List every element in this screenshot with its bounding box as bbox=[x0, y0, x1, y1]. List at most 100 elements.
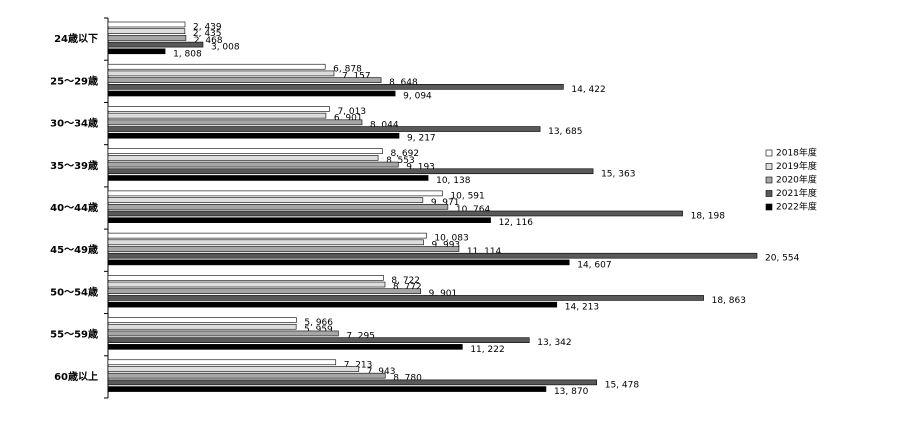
legend-swatch bbox=[765, 163, 773, 170]
value-label: 8, 648 bbox=[389, 78, 418, 88]
category-label: 30～34歳 bbox=[50, 117, 98, 130]
bar bbox=[107, 112, 327, 119]
value-label: 20, 554 bbox=[765, 254, 800, 264]
category-label: 50～54歳 bbox=[50, 285, 98, 298]
bar bbox=[107, 77, 382, 83]
value-label: 10, 591 bbox=[450, 191, 484, 201]
value-label: 1, 808 bbox=[173, 49, 202, 59]
category-label: 55～59歳 bbox=[50, 328, 98, 341]
bar bbox=[107, 301, 558, 308]
value-label: 8, 553 bbox=[386, 156, 415, 166]
bar bbox=[107, 323, 297, 330]
value-label: 8, 044 bbox=[370, 120, 399, 130]
category-label: 60歳以上 bbox=[54, 370, 98, 383]
bar bbox=[107, 281, 386, 288]
bar bbox=[107, 126, 541, 132]
value-label: 2, 439 bbox=[193, 23, 222, 33]
legend-swatch bbox=[765, 190, 773, 197]
bar bbox=[107, 366, 360, 372]
value-label: 8, 722 bbox=[391, 276, 420, 286]
value-label: 9, 971 bbox=[431, 198, 460, 208]
bar bbox=[107, 197, 424, 203]
value-label: 7, 013 bbox=[337, 107, 366, 117]
value-label: 8, 692 bbox=[390, 149, 419, 159]
value-label: 14, 607 bbox=[577, 260, 611, 270]
bar bbox=[107, 119, 363, 126]
bar bbox=[107, 359, 337, 366]
bar bbox=[107, 379, 598, 386]
bar bbox=[107, 232, 427, 239]
bar bbox=[107, 259, 570, 266]
value-label: 13, 685 bbox=[548, 127, 582, 137]
category-label: 24歳以下 bbox=[54, 32, 98, 45]
bar bbox=[107, 90, 396, 97]
value-label: 6, 901 bbox=[334, 114, 363, 124]
bar bbox=[107, 168, 594, 175]
category-label: 25～29歳 bbox=[50, 74, 98, 87]
bar bbox=[107, 48, 166, 55]
value-label: 8, 772 bbox=[393, 283, 422, 293]
value-label: 13, 342 bbox=[537, 338, 571, 348]
bar bbox=[107, 84, 564, 90]
bar bbox=[107, 190, 443, 197]
value-label: 3, 008 bbox=[211, 43, 240, 53]
bar bbox=[107, 155, 379, 161]
legend-swatch bbox=[765, 149, 773, 157]
value-label: 15, 478 bbox=[605, 380, 640, 390]
bar bbox=[107, 275, 384, 281]
legend-swatch bbox=[765, 203, 773, 211]
value-label: 8, 780 bbox=[393, 374, 422, 384]
value-label: 11, 222 bbox=[470, 345, 504, 355]
bar bbox=[107, 148, 383, 154]
bar bbox=[107, 28, 186, 35]
bar bbox=[107, 175, 429, 181]
value-label: 7, 157 bbox=[342, 71, 371, 81]
value-label: 10, 138 bbox=[436, 176, 471, 186]
value-label: 2, 435 bbox=[193, 29, 222, 39]
bar bbox=[107, 217, 491, 223]
bar bbox=[107, 246, 460, 252]
value-label: 14, 213 bbox=[565, 303, 599, 313]
bar bbox=[107, 41, 204, 48]
value-label: 14, 422 bbox=[571, 85, 605, 95]
legend-label: 2018年度 bbox=[776, 147, 817, 159]
legend-label: 2020年度 bbox=[776, 174, 817, 186]
legend-label: 2021年度 bbox=[776, 187, 817, 199]
bar bbox=[107, 295, 704, 301]
bar bbox=[107, 132, 400, 139]
value-label: 9, 193 bbox=[406, 163, 435, 173]
value-label: 10, 764 bbox=[456, 205, 491, 215]
bar bbox=[107, 21, 186, 28]
value-label: 2, 468 bbox=[194, 36, 223, 46]
value-label: 15, 363 bbox=[601, 169, 635, 179]
value-label: 12, 116 bbox=[499, 218, 534, 228]
bar bbox=[107, 344, 463, 350]
value-label: 5, 966 bbox=[304, 318, 333, 328]
value-label: 7, 943 bbox=[367, 367, 396, 377]
bar bbox=[107, 372, 386, 379]
bar bbox=[107, 70, 335, 77]
category-label: 40～44歳 bbox=[50, 201, 98, 214]
bar bbox=[107, 210, 683, 217]
bar bbox=[107, 330, 339, 337]
bar bbox=[107, 239, 424, 246]
value-label: 5, 959 bbox=[304, 325, 333, 335]
bar bbox=[107, 35, 187, 41]
legend-swatch bbox=[765, 176, 773, 184]
value-label: 9, 993 bbox=[432, 240, 461, 250]
value-label: 9, 217 bbox=[407, 134, 436, 144]
value-label: 9, 901 bbox=[429, 289, 458, 299]
bar bbox=[107, 288, 421, 295]
bar bbox=[107, 161, 399, 168]
value-label: 11, 114 bbox=[467, 247, 502, 257]
bar bbox=[107, 203, 449, 210]
category-label: 45～49歳 bbox=[50, 243, 98, 256]
legend-label: 2022年度 bbox=[776, 201, 817, 213]
bar bbox=[107, 63, 326, 70]
value-label: 10, 083 bbox=[434, 234, 468, 244]
value-label: 7, 213 bbox=[344, 360, 373, 370]
bar bbox=[107, 252, 758, 259]
value-label: 9, 094 bbox=[403, 92, 432, 102]
bar bbox=[107, 106, 330, 112]
